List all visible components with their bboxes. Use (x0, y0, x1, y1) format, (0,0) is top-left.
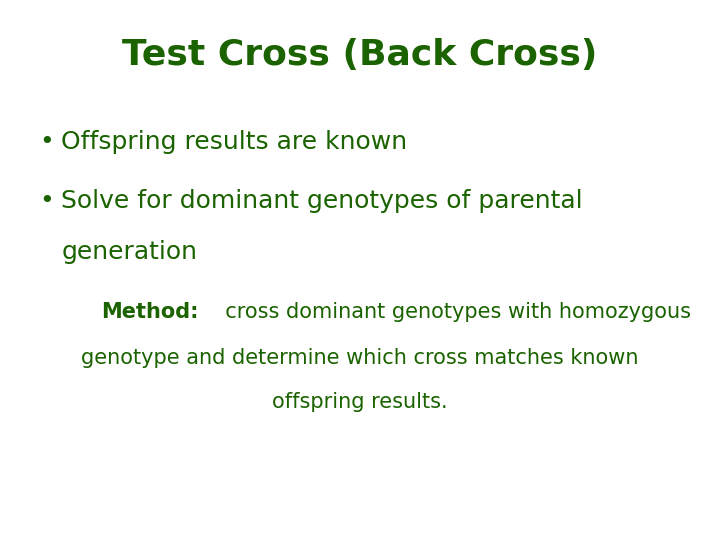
Text: Offspring results are known: Offspring results are known (61, 130, 408, 153)
Text: •: • (40, 130, 54, 153)
Text: generation: generation (61, 240, 197, 264)
Text: offspring results.: offspring results. (272, 392, 448, 411)
Text: Method:: Method: (101, 302, 198, 322)
Text: •: • (40, 189, 54, 213)
Text: genotype and determine which cross matches known: genotype and determine which cross match… (81, 348, 639, 368)
Text: cross dominant genotypes with homozygous: cross dominant genotypes with homozygous (212, 302, 691, 322)
Text: Solve for dominant genotypes of parental: Solve for dominant genotypes of parental (61, 189, 582, 213)
Text: Test Cross (Back Cross): Test Cross (Back Cross) (122, 38, 598, 72)
